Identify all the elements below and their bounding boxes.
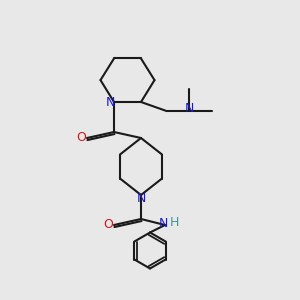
Text: H: H [169,215,179,229]
Text: N: N [159,217,168,230]
Text: N: N [136,192,146,205]
Text: O: O [77,131,86,144]
Text: N: N [184,102,194,115]
Text: N: N [105,95,115,109]
Text: O: O [104,218,113,231]
